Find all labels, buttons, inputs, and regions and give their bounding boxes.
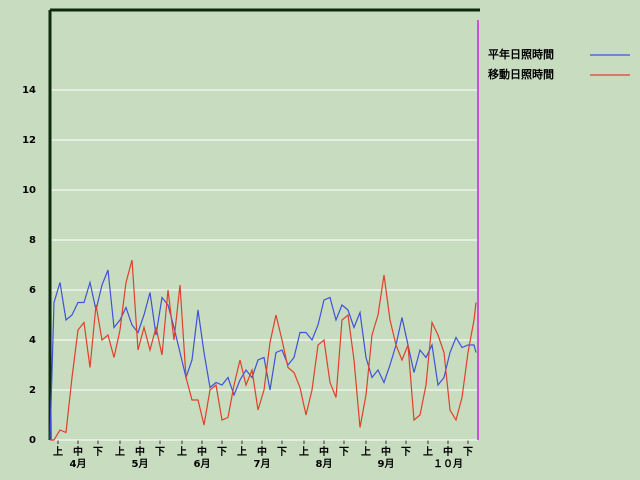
x-tick-label: 中	[443, 445, 453, 458]
x-tick-label: 中	[197, 445, 207, 458]
month-label: 9月	[378, 458, 395, 470]
x-tick-label: 下	[277, 446, 287, 458]
y-tick-label: 0	[29, 435, 36, 446]
x-tick-label: 下	[401, 446, 411, 458]
x-tick-label: 上	[177, 445, 187, 458]
x-tick-label: 上	[53, 445, 63, 458]
x-tick-label: 上	[299, 445, 309, 458]
x-tick-label: 下	[339, 446, 349, 458]
x-tick-label: 上	[237, 445, 247, 458]
x-tick-label: 下	[93, 446, 103, 458]
x-tick-label: 中	[381, 445, 391, 458]
y-tick-label: 10	[22, 185, 36, 196]
month-label: 6月	[194, 458, 211, 470]
x-tick-label: 中	[257, 445, 267, 458]
data-line	[50, 259, 477, 441]
month-label: 8月	[316, 458, 333, 470]
y-tick-label: 14	[22, 85, 36, 96]
x-tick-label: 中	[135, 445, 145, 458]
x-tick-label: 下	[217, 446, 227, 458]
x-tick-label: 中	[319, 445, 329, 458]
y-tick-label: 6	[29, 285, 36, 296]
x-tick-label: 上	[423, 445, 433, 458]
legend-label: 移動日照時間	[488, 67, 554, 81]
x-tick-label: 上	[115, 445, 125, 458]
y-tick-label: 4	[29, 335, 36, 346]
x-tick-label: 下	[155, 446, 165, 458]
y-tick-label: 12	[22, 135, 36, 146]
month-label: １０月	[433, 458, 463, 470]
x-tick-label: 上	[361, 445, 371, 458]
month-label: 5月	[132, 458, 149, 470]
legend-label: 平年日照時間	[488, 47, 554, 61]
month-label: 4月	[70, 458, 87, 470]
month-label: 7月	[254, 458, 271, 470]
x-tick-label: 中	[73, 445, 83, 458]
y-tick-label: 8	[29, 235, 36, 246]
y-tick-label: 2	[29, 385, 36, 396]
x-tick-label: 下	[463, 446, 473, 458]
